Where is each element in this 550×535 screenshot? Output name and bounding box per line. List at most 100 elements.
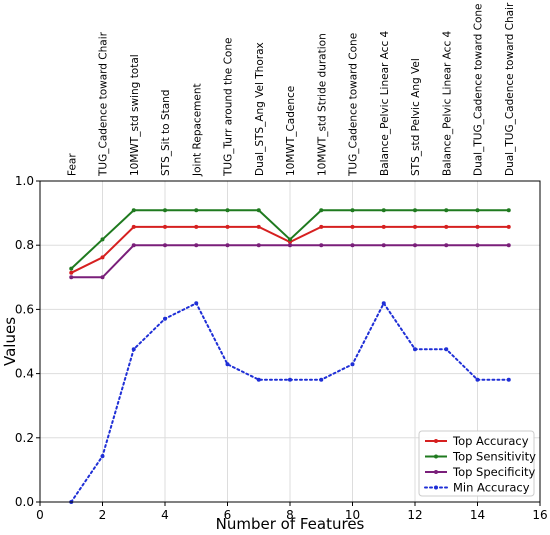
- y-axis-ticks: 0.0 0.2 0.4 0.6 0.8 1.0: [15, 174, 40, 509]
- data-point: [319, 224, 324, 229]
- feature-label: TUG_Cadence toward Cone: [348, 33, 360, 177]
- feature-label: Joint Repacement: [191, 83, 203, 177]
- data-point: [288, 237, 292, 242]
- legend-box: [418, 430, 535, 497]
- feature-label: Dual_STS_Ang Vel Thorax: [254, 42, 266, 176]
- feature-label: Balance_Pelvic Linear Acc 4: [379, 30, 391, 176]
- data-point: [194, 208, 199, 213]
- y-tick-label: 0.8: [15, 238, 34, 252]
- feature-label: TUG_Turr around the Cone: [223, 38, 235, 177]
- data-point: [350, 224, 355, 229]
- data-point: [256, 243, 261, 248]
- data-point: [475, 208, 480, 213]
- x-axis-ticks: 0 2 4 6 8 10 12 14 16: [36, 502, 548, 522]
- data-point: [413, 208, 417, 213]
- data-point: [100, 237, 105, 242]
- x-tick-label: 10: [345, 508, 360, 522]
- data-point: [256, 224, 261, 229]
- x-tick-label: 16: [532, 508, 547, 522]
- data-point: [131, 347, 136, 352]
- data-point: [131, 224, 136, 229]
- feature-label: Dual_TUG_Cadence toward Chair: [504, 2, 516, 176]
- data-point: [381, 243, 386, 248]
- feature-label: 10MWT_std swing total: [129, 54, 141, 176]
- data-point: [288, 243, 292, 248]
- series-top-specificity: [69, 243, 511, 280]
- y-tick-label: 1.0: [15, 174, 34, 188]
- data-point: [131, 208, 136, 213]
- x-tick-label: 2: [99, 508, 107, 522]
- data-point: [194, 224, 199, 229]
- x-tick-label: 0: [36, 508, 44, 522]
- legend-entry: Top Specificity: [452, 465, 536, 479]
- feature-label: TUG_Cadence toward Chair: [98, 31, 110, 177]
- legend-entry: Min Accuracy: [453, 481, 530, 495]
- data-point: [444, 224, 449, 229]
- y-tick-label: 0.0: [15, 495, 34, 509]
- feature-label: Dual_TUG_Cadence toward Cone: [473, 3, 485, 176]
- series-top-sensitivity: [69, 208, 511, 271]
- feature-label: 10MWT_Cadence: [285, 86, 297, 176]
- legend-marker: [434, 470, 438, 474]
- data-point: [69, 270, 74, 275]
- series-min-accuracy: [69, 301, 511, 504]
- data-point: [444, 347, 449, 352]
- legend-marker: [434, 454, 438, 459]
- data-point: [475, 377, 480, 382]
- x-tick-label: 6: [224, 508, 232, 522]
- data-point: [506, 224, 511, 229]
- data-point: [163, 316, 167, 321]
- feature-label: 10MWT_std Stride duration: [316, 33, 328, 176]
- feature-label: Balance_Pelvic Linear Acc 4: [441, 30, 453, 176]
- data-point: [475, 224, 480, 229]
- data-point: [288, 377, 292, 382]
- data-point: [100, 255, 105, 260]
- x-axis-title: Number of Features: [216, 515, 365, 533]
- data-point: [444, 243, 449, 248]
- y-tick-label: 0.4: [15, 367, 34, 381]
- y-tick-label: 0.2: [15, 431, 34, 445]
- data-point: [163, 224, 167, 229]
- x-tick-label: 8: [286, 508, 294, 522]
- data-point: [163, 208, 167, 213]
- data-point: [225, 243, 230, 248]
- data-point: [256, 208, 261, 213]
- data-point: [506, 243, 511, 248]
- data-point: [413, 224, 417, 229]
- data-point: [319, 243, 324, 248]
- data-point: [350, 208, 355, 213]
- data-point: [256, 377, 261, 382]
- feature-labels: Fear TUG_Cadence toward Chair 10MWT_std sw…: [66, 2, 516, 177]
- data-point: [319, 377, 324, 382]
- data-point: [163, 243, 167, 248]
- data-point: [194, 301, 199, 306]
- data-point: [444, 208, 449, 213]
- feature-label: STS_Sit to Stand: [160, 90, 172, 176]
- data-point: [100, 454, 105, 459]
- data-point: [506, 208, 511, 213]
- data-point: [131, 243, 136, 248]
- data-point: [350, 243, 355, 248]
- y-tick-label: 0.6: [15, 302, 34, 316]
- data-point: [100, 275, 105, 280]
- data-point: [225, 362, 230, 367]
- data-point: [225, 208, 230, 213]
- data-point: [381, 301, 386, 306]
- data-point: [506, 377, 511, 382]
- legend-marker: [434, 439, 438, 443]
- feature-label: STS_std Pelvic Ang Vel: [410, 58, 422, 176]
- data-point: [381, 208, 386, 213]
- data-point: [69, 275, 74, 280]
- y-axis-title: Values: [1, 317, 19, 366]
- data-point: [413, 347, 417, 352]
- data-point: [350, 362, 355, 367]
- data-point: [413, 243, 417, 248]
- x-tick-label: 12: [407, 508, 422, 522]
- legend-entry: Top Accuracy: [452, 434, 529, 448]
- data-point: [381, 224, 386, 229]
- series-group: [69, 208, 511, 504]
- data-point: [319, 208, 324, 213]
- series-top-accuracy: [69, 224, 511, 275]
